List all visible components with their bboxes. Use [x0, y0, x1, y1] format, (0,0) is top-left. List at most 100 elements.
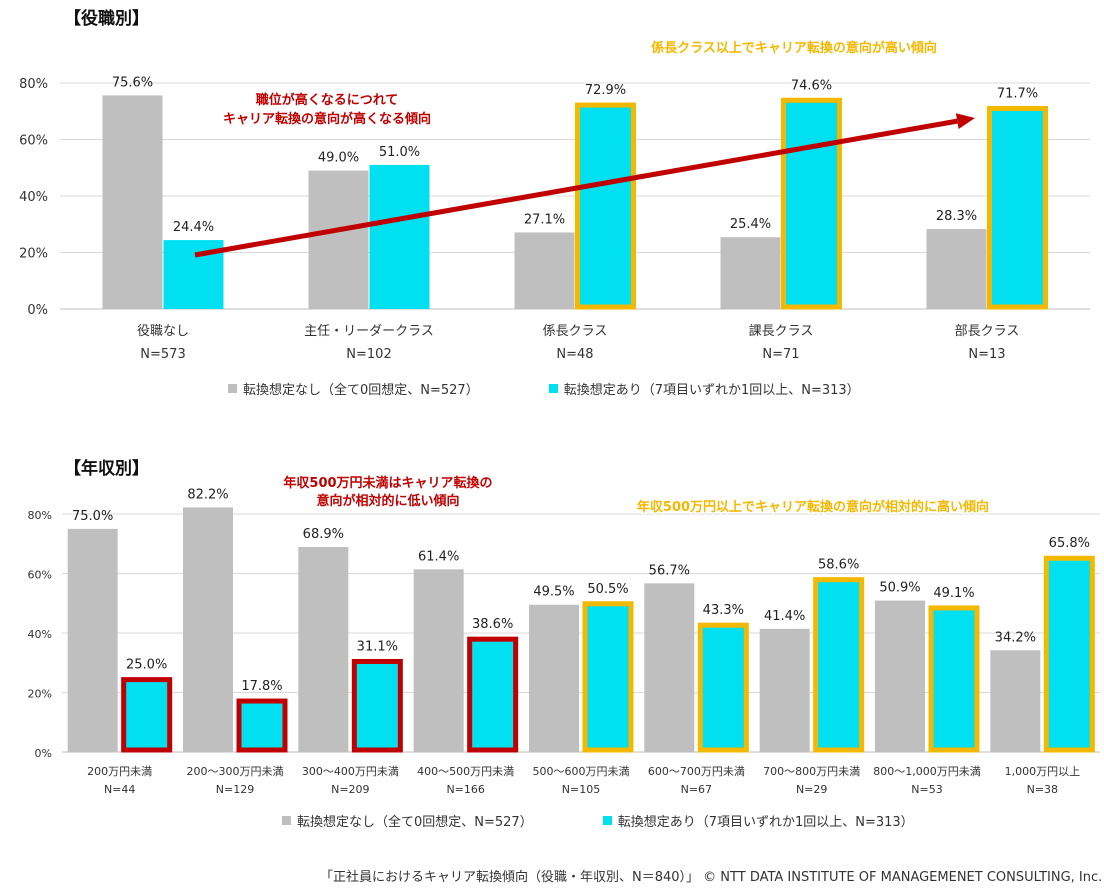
- data-label-series1: 34.2%: [995, 630, 1036, 645]
- data-label-series1: 49.0%: [318, 151, 359, 166]
- bar-series2: [575, 103, 636, 310]
- data-label-series1: 75.6%: [112, 75, 153, 90]
- bar-series2: [369, 164, 430, 309]
- data-label-series2: 38.6%: [472, 617, 513, 632]
- bar-series2: [1044, 556, 1095, 752]
- legend-item-series1: 転換想定なし（全て0回想定、N=527）: [282, 811, 533, 830]
- bar-series1: [990, 650, 1041, 752]
- category-label: 主任・リーダークラス: [304, 324, 434, 339]
- data-label-series1: 49.5%: [533, 585, 574, 600]
- chart-income: 0% 20% 40% 60% 80% 75.0% 25.0% 200万円未満 N=44 82.2%…: [28, 474, 1100, 796]
- category-n-label: N=209: [331, 783, 369, 796]
- data-label-series1: 50.9%: [879, 581, 920, 596]
- bar-series1: [529, 604, 579, 752]
- bar-series2: [813, 577, 864, 752]
- annotation-gold-line: 係長クラス以上でキャリア転換の意向が高い傾向: [651, 40, 937, 56]
- category-label: 600～700万円未満: [648, 765, 745, 778]
- data-label-series1: 82.2%: [187, 487, 228, 502]
- bar-highlight-frame: [467, 636, 519, 753]
- bar-series1: [644, 583, 695, 752]
- y-tick-label: 80%: [28, 509, 52, 522]
- bar-series2: [121, 677, 172, 752]
- data-label-series2: 43.3%: [703, 603, 744, 618]
- data-label-series1: 41.4%: [764, 609, 805, 624]
- bar-highlight-frame: [1043, 555, 1095, 753]
- data-label-series1: 25.4%: [730, 217, 771, 232]
- trend-arrow-shaft: [194, 118, 958, 258]
- data-label-series2: 71.7%: [997, 86, 1038, 101]
- bar-series1: [308, 170, 369, 309]
- category-label: 300～400万円未満: [302, 765, 399, 778]
- footer-credit: 「正社員におけるキャリア転換傾向（役職・年収別、N＝840）」 © NTT DA…: [320, 870, 1103, 885]
- bar-series2: [698, 623, 749, 752]
- bar-series1: [926, 229, 987, 309]
- chart2-title: 【年収別】: [64, 459, 149, 479]
- bar-highlight-frame: [697, 622, 749, 753]
- category-label: 800～1,000万円未満: [873, 765, 981, 778]
- data-label-series1: 75.0%: [72, 509, 113, 524]
- legend-label-series1: 転換想定なし（全て0回想定、N=527）: [297, 815, 533, 830]
- category-label: 課長クラス: [749, 323, 814, 339]
- y-tick-label: 0%: [27, 303, 48, 318]
- legend-swatch-series2: [548, 384, 558, 393]
- data-label-series2: 50.5%: [587, 582, 628, 597]
- legend-label-series1: 転換想定なし（全て0回想定、N=527）: [243, 383, 479, 398]
- bar-series1: [720, 237, 781, 309]
- y-tick-label: 40%: [19, 190, 48, 205]
- category-label: 1,000万円以上: [1005, 765, 1081, 778]
- data-label-series1: 68.9%: [303, 527, 344, 542]
- category-n-label: N=29: [796, 783, 827, 796]
- bar-series1: [298, 547, 349, 752]
- chart1-legend: 転換想定なし（全て0回想定、N=527） 転換想定あり（7項目いずれか1回以上、…: [228, 379, 930, 398]
- bar-series2: [583, 601, 633, 752]
- category-n-label: N=71: [762, 347, 799, 362]
- bar-series1: [67, 528, 118, 752]
- data-label-series1: 27.1%: [524, 212, 565, 227]
- bar-series1: [759, 628, 810, 752]
- category-n-label: N=38: [1027, 783, 1058, 796]
- category-n-label: N=573: [140, 347, 185, 362]
- legend-label-series2: 転換想定あり（7項目いずれか1回以上、N=313）: [617, 815, 914, 830]
- y-tick-label: 80%: [19, 77, 48, 92]
- y-tick-label: 20%: [19, 247, 48, 262]
- data-label-series2: 17.8%: [241, 679, 282, 694]
- chart2-legend: 転換想定なし（全て0回想定、N=527） 転換想定あり（7項目いずれか1回以上、…: [282, 811, 984, 830]
- bar-series1: [183, 507, 233, 752]
- data-label-series1: 56.7%: [649, 563, 690, 578]
- data-label-series2: 65.8%: [1049, 536, 1090, 551]
- bar-series1: [413, 569, 464, 752]
- bar-series2: [467, 637, 518, 752]
- bar-series1: [102, 95, 163, 310]
- bar-series2: [987, 106, 1048, 309]
- annotation-gold-line: 年収500万円以上でキャリア転換の意向が相対的に高い傾向: [637, 499, 989, 515]
- category-n-label: N=53: [911, 783, 942, 796]
- bar-highlight-frame: [582, 601, 634, 753]
- annotation-red-line: キャリア転換の意向が高くなる傾向: [223, 111, 431, 127]
- bar-series1: [875, 600, 925, 752]
- category-label: 500～600万円未満: [533, 765, 630, 778]
- bar-highlight-frame: [575, 102, 636, 310]
- legend-item-series1: 転換想定なし（全て0回想定、N=527）: [228, 379, 479, 398]
- category-n-label: N=129: [216, 783, 254, 796]
- category-label: 200～300万円未満: [187, 765, 284, 778]
- bar-highlight-frame: [351, 658, 403, 753]
- y-tick-label: 60%: [28, 569, 52, 582]
- legend-label-series2: 転換想定あり（7項目いずれか1回以上、N=313）: [563, 383, 860, 398]
- bar-series1: [514, 232, 575, 309]
- data-label-series2: 72.9%: [585, 83, 626, 98]
- bar-highlight-frame: [987, 105, 1048, 310]
- data-label-series2: 58.6%: [818, 558, 859, 573]
- y-tick-label: 0%: [35, 747, 52, 760]
- category-label: 400～500万円未満: [417, 765, 514, 778]
- bar-series2: [352, 659, 403, 752]
- data-label-series2: 74.6%: [791, 78, 832, 93]
- legend-swatch-series1: [228, 384, 237, 393]
- legend-swatch-series1: [282, 816, 291, 825]
- data-label-series2: 25.0%: [126, 658, 167, 673]
- category-n-label: N=166: [446, 783, 484, 796]
- data-label-series1: 61.4%: [418, 549, 459, 564]
- y-tick-label: 20%: [28, 688, 52, 701]
- y-tick-label: 40%: [28, 628, 52, 641]
- bar-series2: [237, 699, 287, 752]
